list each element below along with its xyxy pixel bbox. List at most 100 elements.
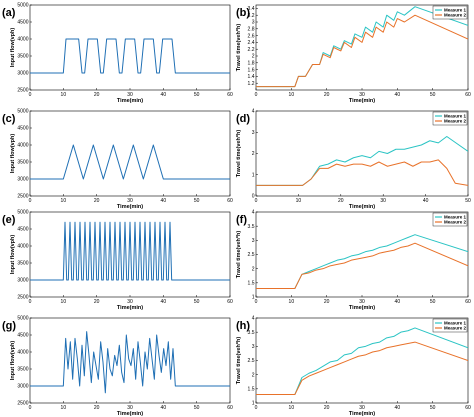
x-tick-label: 10 [61,405,67,411]
x-axis-label: Time(min) [349,411,375,417]
y-axis-label: Travel time(veh*h) [236,130,242,178]
y-tick-label: 1 [252,295,255,301]
y-tick-label: 3000 [17,384,28,390]
x-tick-label: 50 [430,299,436,305]
panel-label: (e) [2,214,16,226]
x-tick-label: 20 [94,299,100,305]
series-line-measure-2 [256,159,468,186]
y-tick-label: 3 [252,238,255,244]
legend-entry: Measure 2 [444,13,467,18]
series-line-measure-2 [256,341,468,395]
panel-f: (f) 0 10 20 30 40 50 60 1 1.5 2 2.5 3 3.5 4 Time(min) Tr… [236,210,471,311]
x-tick-label: 0 [255,198,258,204]
x-tick-label: 60 [227,299,233,305]
x-tick-label: 10 [296,198,302,204]
y-tick-label: 2500 [17,295,28,301]
x-tick-label: 10 [61,299,67,305]
y-tick-label: 3500 [17,367,28,373]
panel-label: (d) [236,113,250,125]
y-tick-label: 1.2 [248,81,255,87]
y-tick-label: 3500 [17,54,28,60]
panel-a: (a) 0 10 20 30 40 50 60 2500 3000 3500 4000 4500 5000… [2,3,233,104]
x-axis-label: Time(min) [349,305,375,311]
y-tick-label: 2 [252,151,255,157]
y-axis-label: Input flow(vph) [10,235,16,275]
y-tick-label: 4500 [17,227,28,233]
y-tick-label: 3000 [17,71,28,77]
x-tick-label: 20 [338,198,344,204]
x-tick-label: 60 [227,405,233,411]
x-tick-label: 60 [465,92,471,98]
legend-entry: Measure 2 [444,119,467,124]
x-tick-label: 0 [255,405,258,411]
x-axis-label: Time(min) [349,204,375,210]
x-tick-label: 20 [94,405,100,411]
x-tick-label: 40 [395,299,401,305]
panel-label: (h) [236,320,250,332]
y-tick-label: 4000 [17,143,28,149]
x-tick-label: 20 [94,198,100,204]
y-tick-label: 3 [252,130,255,136]
y-tick-label: 0 [252,194,255,200]
y-axis-label: Input flow(vph) [10,134,16,174]
x-tick-label: 10 [61,198,67,204]
x-tick-label: 10 [289,299,295,305]
x-tick-label: 40 [161,299,167,305]
y-tick-label: 3 [252,344,255,350]
x-tick-label: 30 [127,198,133,204]
x-tick-label: 60 [465,405,471,411]
x-tick-label: 0 [29,299,32,305]
x-tick-label: 10 [289,405,295,411]
x-axis-label: Time(min) [117,305,143,311]
x-tick-label: 60 [465,299,471,305]
x-tick-label: 50 [430,92,436,98]
y-tick-label: 4000 [17,350,28,356]
x-tick-label: 50 [194,405,200,411]
panel-label: (f) [236,214,247,226]
x-tick-label: 0 [29,405,32,411]
y-tick-label: 3500 [17,261,28,267]
y-tick-label: 4 [252,316,255,322]
x-tick-label: 30 [359,92,365,98]
y-tick-label: 3000 [17,278,28,284]
y-tick-label: 5000 [17,210,28,216]
y-tick-label: 2.5 [248,358,255,364]
series-line-input-flow [30,331,230,394]
y-tick-label: 2 [252,54,255,60]
x-tick-label: 20 [324,299,330,305]
legend-entry: Measure 1 [444,215,467,220]
x-tick-label: 30 [127,299,133,305]
x-tick-label: 20 [324,405,330,411]
series-line-measure-1 [256,327,468,395]
y-tick-label: 2.4 [248,40,255,46]
legend-box [432,5,468,20]
panel-h: (h) 0 10 20 30 40 50 60 1 1.5 2 2.5 3 3.5 4 Time(min) Tr… [236,316,471,417]
x-tick-label: 10 [61,92,67,98]
x-tick-label: 10 [289,92,295,98]
y-tick-label: 4000 [17,37,28,43]
panel-label: (g) [2,320,16,332]
x-tick-label: 20 [324,92,330,98]
y-axis-label: Input flow(vph) [10,28,16,68]
y-tick-label: 5000 [17,316,28,322]
y-tick-label: 2500 [17,401,28,407]
x-tick-label: 60 [227,198,233,204]
y-tick-label: 4000 [17,244,28,250]
legend-box [432,212,468,227]
y-axis-label: Travel time(veh*h) [236,337,242,385]
y-tick-label: 2 [252,372,255,378]
x-tick-label: 0 [29,92,32,98]
y-tick-label: 4 [252,210,255,216]
series-line-measure-2 [256,242,468,289]
x-tick-label: 50 [194,92,200,98]
series-line-measure-1 [256,234,468,289]
x-tick-label: 30 [127,92,133,98]
y-tick-label: 2500 [17,194,28,200]
x-tick-label: 30 [359,405,365,411]
series-line-input-flow [30,38,230,74]
legend-entry: Measure 1 [444,321,467,326]
y-tick-label: 3.2 [248,13,255,19]
